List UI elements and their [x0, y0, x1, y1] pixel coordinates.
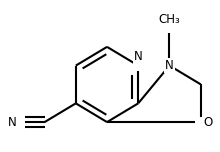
Text: O: O: [203, 116, 212, 129]
Text: N: N: [8, 116, 17, 129]
Text: N: N: [134, 50, 143, 63]
Text: N: N: [165, 59, 174, 72]
Text: CH₃: CH₃: [159, 13, 180, 26]
